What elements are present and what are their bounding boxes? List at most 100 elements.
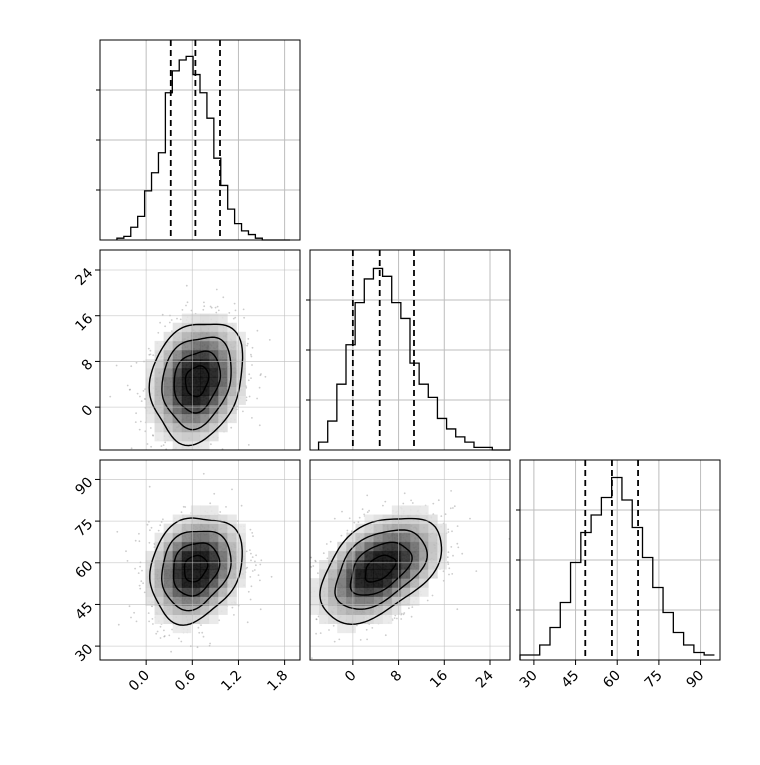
density-cell — [337, 587, 347, 597]
density-cell — [227, 340, 237, 351]
density-cell — [163, 596, 174, 606]
density-cell — [328, 596, 338, 606]
scatter-point — [152, 623, 154, 625]
density-cell — [181, 532, 192, 543]
density-cell — [190, 322, 201, 333]
scatter-point — [410, 615, 413, 618]
density-cell — [172, 605, 183, 615]
density-cell — [355, 523, 365, 534]
scatter-point — [216, 305, 219, 308]
density-cell — [382, 532, 393, 543]
density-cell — [227, 368, 237, 378]
density-cell — [236, 377, 246, 387]
density-cell — [163, 350, 174, 360]
scatter-point — [202, 472, 205, 475]
density-cell — [373, 614, 384, 625]
scatter-point — [143, 591, 146, 594]
density-cell — [209, 359, 219, 369]
density-cell — [190, 541, 201, 552]
density-cell — [172, 359, 183, 369]
density-cell — [154, 404, 165, 415]
density-cell — [355, 532, 365, 543]
scatter-point — [209, 642, 212, 645]
scatter-point — [159, 625, 162, 628]
density-cell — [181, 431, 192, 442]
density-cell — [190, 578, 201, 588]
density-cell — [200, 587, 210, 597]
scatter-point — [135, 412, 138, 415]
scatter-point — [115, 364, 118, 367]
scatter-point — [341, 510, 343, 513]
histogram-2-steps — [519, 476, 715, 660]
scatter-point — [218, 619, 221, 622]
density-cell — [373, 550, 384, 561]
density-cell — [190, 587, 201, 597]
density-cell — [227, 350, 237, 360]
density-cell — [355, 596, 365, 606]
density-cell — [181, 623, 192, 634]
density-cell — [200, 377, 210, 387]
density-cell — [181, 395, 192, 405]
scatter-point — [447, 531, 450, 533]
density-cell — [209, 377, 219, 387]
scatter-point — [214, 306, 217, 309]
scatter-point — [256, 397, 258, 400]
scatter-point — [232, 317, 235, 320]
y-tick-label-2-2: 60 — [72, 558, 96, 582]
density-cell — [172, 322, 183, 333]
histogram-panel-1 — [306, 249, 511, 451]
density-cell — [346, 596, 356, 606]
density-cell — [163, 368, 174, 378]
scatter-point — [254, 560, 256, 563]
scatter-point — [137, 572, 140, 574]
scatter-point — [450, 546, 453, 548]
scatter-point — [234, 316, 237, 319]
density-cell — [373, 523, 384, 534]
scatter-inner-1-2 — [310, 460, 510, 660]
scatter-point — [371, 627, 374, 629]
scatter-point — [157, 331, 160, 334]
density-cell — [200, 560, 210, 570]
scatter-point — [186, 301, 189, 304]
scatter-point — [170, 319, 173, 321]
density-cell — [227, 569, 237, 579]
density-cell — [328, 569, 338, 579]
scatter-point — [163, 629, 165, 632]
contour-line — [183, 554, 209, 583]
scatter-point — [196, 646, 199, 649]
density-cell — [190, 313, 201, 324]
density-cell — [154, 395, 165, 405]
density-cell — [337, 623, 347, 634]
scatter-point — [325, 543, 328, 545]
scatter-point — [171, 628, 174, 631]
scatter-point — [242, 410, 244, 413]
density-cell — [437, 523, 447, 534]
scatter-point — [403, 492, 406, 495]
scatter-point — [256, 329, 259, 332]
density-cell — [190, 395, 201, 405]
density-cell — [236, 569, 246, 579]
density-cell — [319, 560, 329, 570]
scatter-point — [163, 635, 166, 638]
scatter-point — [139, 395, 141, 398]
density-cell — [218, 605, 228, 615]
density-cell — [154, 386, 165, 396]
contour-line — [161, 336, 232, 431]
density-cell — [145, 550, 155, 561]
scatter-point — [246, 621, 249, 624]
density-cell — [209, 395, 219, 405]
x-tick-label-1-1: 8 — [388, 668, 406, 686]
scatter-point — [249, 549, 251, 551]
scatter-point — [164, 441, 167, 444]
density-cell — [200, 313, 210, 324]
density-cell — [200, 359, 210, 369]
density-cell — [227, 395, 237, 405]
density-cell — [145, 587, 155, 597]
density-cell — [190, 404, 201, 415]
scatter-point — [126, 560, 129, 562]
scatter-point — [437, 499, 440, 502]
density-cell — [190, 440, 201, 450]
density-cell — [200, 523, 210, 534]
scatter-point — [356, 624, 358, 627]
density-cell — [163, 422, 174, 433]
